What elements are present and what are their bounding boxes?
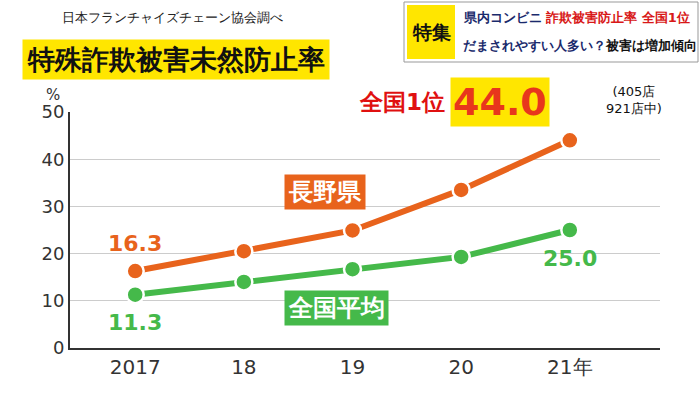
svg-text:日本フランチャイズチェーン協会調べ: 日本フランチャイズチェーン協会調べ [62,10,283,25]
svg-text:20: 20 [41,243,64,264]
svg-text:11.3: 11.3 [108,310,162,335]
svg-text:全国平均: 全国平均 [288,294,385,322]
svg-text:20: 20 [448,355,473,379]
svg-text:特殊詐欺被害未然防止率: 特殊詐欺被害未然防止率 [27,44,325,75]
svg-text:19: 19 [340,355,365,379]
svg-text:だまされやすい人多い？被害は増加傾向: だまされやすい人多い？被害は増加傾向 [463,38,697,53]
svg-text:10: 10 [41,290,64,311]
svg-text:21年: 21年 [547,355,592,379]
svg-text:2017: 2017 [110,355,161,379]
svg-text:18: 18 [231,355,256,379]
svg-text:(405店921店中): (405店921店中) [606,84,662,116]
svg-text:0: 0 [53,337,64,358]
svg-text:30: 30 [41,196,64,217]
svg-text:全国1位: 全国1位 [359,89,445,115]
svg-text:長野県: 長野県 [288,178,362,206]
svg-text:44.0: 44.0 [453,80,547,124]
svg-text:40: 40 [41,149,64,170]
svg-text:25.0: 25.0 [543,246,597,271]
svg-text:16.3: 16.3 [108,231,162,256]
svg-text:特集: 特集 [412,21,451,43]
svg-text:%: % [46,86,60,104]
svg-text:50: 50 [41,101,64,122]
svg-text:県内コンビニ 詐欺被害防止率 全国1位: 県内コンビニ 詐欺被害防止率 全国1位 [463,10,690,25]
